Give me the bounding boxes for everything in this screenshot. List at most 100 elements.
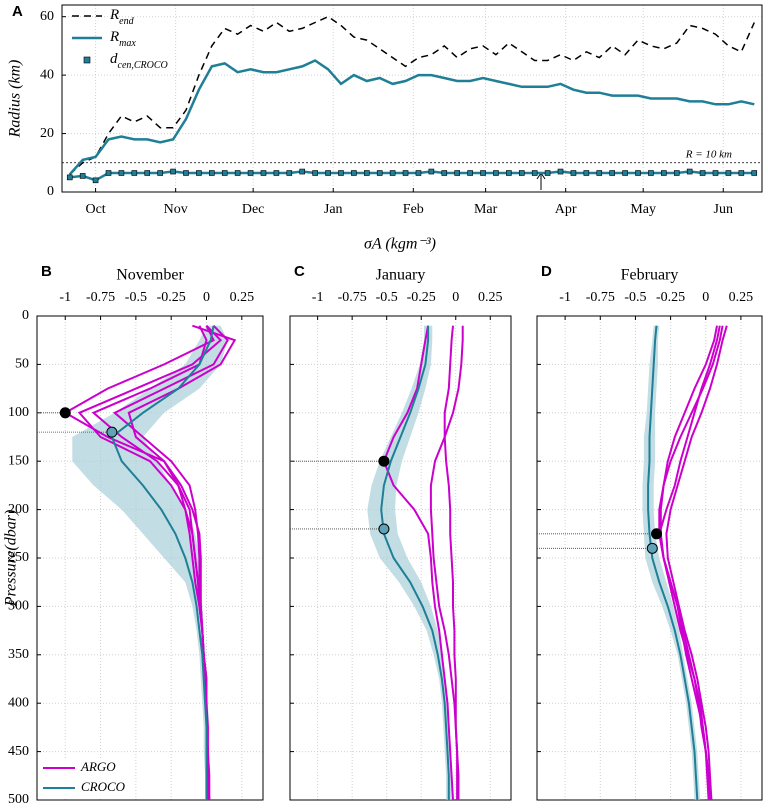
panel: Oct Nov Dec Jan Feb Mar Apr May Jun 0 20 40 60 A Radiu…	[7, 3, 763, 217]
y-axis-label: Pressure(dbar)	[3, 510, 20, 608]
series-marker	[480, 170, 486, 176]
axes-frame	[36, 315, 264, 801]
panel: -1 -0.75 -0.5 -0.25 0 0.25 C January	[289, 263, 512, 801]
x-tick-label: Jun	[714, 202, 733, 217]
x-tick-label: Mar	[474, 202, 498, 217]
series-marker	[286, 170, 293, 176]
profile-line	[665, 325, 728, 801]
legend-label: CROCO	[81, 779, 126, 794]
series-marker	[441, 170, 448, 176]
series-marker	[415, 170, 422, 176]
series-marker	[157, 170, 163, 176]
series-marker	[260, 170, 267, 176]
series-marker	[79, 173, 86, 179]
x-tick-label: 0	[702, 290, 709, 305]
x-tick-label: 0	[203, 290, 210, 305]
series-marker	[506, 170, 512, 176]
panel: -1 -0.75 -0.5 -0.25 0 0.25 D February	[536, 263, 763, 801]
x-tick-label: 0.25	[478, 290, 503, 305]
profile-line	[647, 325, 699, 801]
series-marker	[325, 170, 331, 176]
series-marker	[648, 170, 654, 176]
panel-title: February	[621, 267, 679, 284]
series-marker	[725, 170, 732, 176]
panel-letter: A	[12, 3, 23, 20]
y-tick-label: 40	[40, 67, 54, 82]
series-marker	[583, 170, 590, 176]
series-marker	[518, 170, 525, 176]
series-marker	[66, 174, 73, 181]
series-marker	[376, 170, 383, 176]
series-marker	[247, 170, 254, 176]
x-tick-label: May	[630, 202, 656, 217]
profile-line	[380, 325, 450, 800]
x-tick-label: -0.5	[125, 290, 147, 305]
y-tick-label: 500	[8, 792, 29, 807]
y-tick-label: 50	[15, 357, 29, 372]
legend-label: dcen,CROCO	[110, 51, 168, 70]
minimum-point	[378, 523, 390, 535]
series-marker	[467, 170, 473, 176]
series-marker	[118, 170, 125, 176]
axes-frame	[61, 4, 763, 193]
series-marker	[234, 170, 241, 176]
y-tick-label: 450	[8, 744, 29, 759]
series-marker	[570, 170, 577, 176]
minimum-point	[59, 407, 71, 419]
y-tick-label: 250	[8, 550, 29, 565]
y-axis-label: Radius (km)	[7, 60, 24, 139]
x-tick-label: -0.25	[157, 290, 186, 305]
series-marker	[751, 170, 758, 176]
y-tick-label: 0	[47, 184, 54, 199]
y-tick-label: 150	[8, 453, 29, 468]
panel-letter: C	[294, 263, 305, 280]
spread-band	[367, 325, 452, 800]
y-tick-label: 300	[8, 599, 29, 614]
y-tick-label: 200	[8, 502, 29, 517]
series-marker	[273, 170, 280, 176]
x-tick-label: -0.5	[624, 290, 646, 305]
series-marker	[661, 170, 667, 176]
y-tick-label: 100	[8, 405, 29, 420]
series-marker	[738, 170, 745, 176]
series-marker	[686, 168, 693, 175]
series-marker	[454, 170, 461, 176]
series-marker	[389, 170, 396, 176]
series-marker	[209, 170, 215, 176]
series-marker	[531, 170, 538, 176]
minimum-point	[378, 455, 390, 467]
legend-label: ARGO	[80, 759, 116, 774]
series-marker	[712, 170, 719, 176]
x-tick-label: -0.75	[86, 290, 115, 305]
panel: -1 -0.75 -0.5 -0.25 0 0.25 0 50 100 150 200 250 300 3…	[3, 263, 264, 807]
profile-line	[658, 325, 721, 801]
minimum-point	[106, 426, 118, 438]
legend-label: Rmax	[109, 29, 136, 48]
series-marker	[544, 170, 551, 176]
series-marker	[493, 170, 499, 176]
series-marker	[196, 170, 202, 176]
x-tick-label: Nov	[164, 202, 188, 217]
series-marker	[92, 177, 99, 184]
series-marker	[428, 168, 435, 175]
series-marker	[351, 170, 357, 176]
series-marker	[170, 168, 176, 175]
y-tick-label: 0	[22, 308, 29, 323]
series-line	[69, 15, 755, 176]
x-tick-label: -0.5	[376, 290, 398, 305]
x-tick-label: Dec	[242, 202, 265, 217]
x-tick-label: 0.25	[230, 290, 255, 305]
x-tick-label: -1	[59, 290, 71, 305]
series-marker	[183, 170, 189, 176]
x-tick-label: -0.25	[407, 290, 436, 305]
profile-line	[110, 325, 215, 800]
profile-line	[382, 325, 454, 801]
profile-line	[443, 325, 459, 800]
x-tick-label: -0.25	[656, 290, 685, 305]
series-marker	[402, 170, 409, 176]
series-marker	[299, 168, 306, 175]
x-tick-label: -0.75	[338, 290, 367, 305]
minimum-point	[651, 528, 663, 540]
spread-band	[72, 325, 228, 800]
